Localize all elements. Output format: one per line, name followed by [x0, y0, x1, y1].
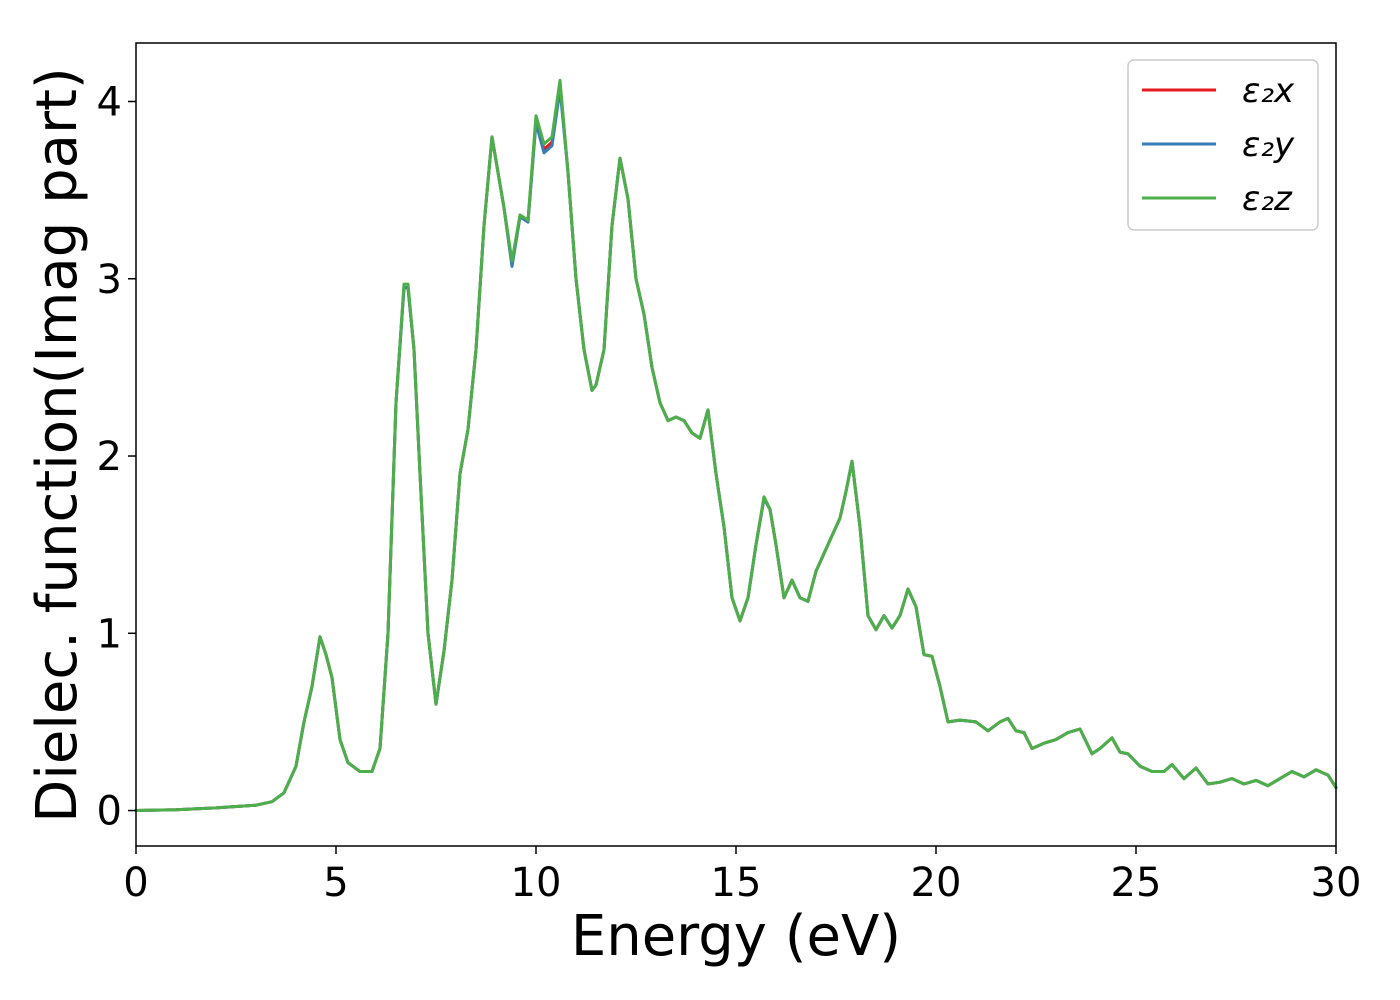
series-layer [134, 78, 1338, 812]
y-tick-label: 3 [97, 257, 122, 303]
y-tick-label: 0 [97, 789, 122, 835]
legend-label-1: ε₂x [1242, 71, 1295, 111]
x-tick-label: 30 [1311, 860, 1362, 906]
x-axis-ticks: 0 5 10 15 20 25 30 [123, 846, 1361, 906]
x-tick-label: 0 [123, 860, 148, 906]
x-tick-label: 10 [511, 860, 562, 906]
x-axis-title: Energy (eV) [571, 904, 901, 969]
x-tick-label: 5 [323, 860, 348, 906]
y-tick-label: 2 [97, 434, 122, 480]
legend-label-3: ε₂z [1242, 179, 1293, 219]
y-tick-label: 4 [97, 79, 122, 125]
y-axis-title: Dielec. function(Imag part) [25, 67, 90, 823]
legend: ε₂x ε₂y ε₂z [1127, 59, 1319, 231]
legend-box [1127, 59, 1319, 231]
x-tick-label: 25 [1111, 860, 1162, 906]
y-tick-label: 1 [97, 611, 122, 657]
x-tick-label: 15 [711, 860, 762, 906]
y-axis-ticks: 0 1 2 3 4 [97, 79, 136, 835]
series-line-3 [134, 78, 1338, 812]
x-tick-label: 20 [911, 860, 962, 906]
legend-label-2: ε₂y [1242, 125, 1295, 165]
